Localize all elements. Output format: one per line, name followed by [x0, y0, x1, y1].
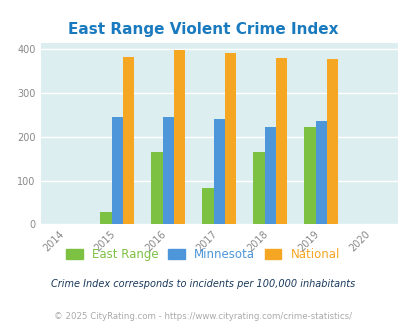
Text: East Range Violent Crime Index: East Range Violent Crime Index: [68, 22, 337, 37]
Bar: [275, 58, 286, 224]
Bar: [173, 50, 185, 224]
Text: Crime Index corresponds to incidents per 100,000 inhabitants: Crime Index corresponds to incidents per…: [51, 279, 354, 289]
Bar: [253, 152, 264, 224]
Bar: [304, 127, 315, 224]
Bar: [151, 152, 162, 224]
Bar: [111, 117, 122, 224]
Bar: [264, 127, 275, 224]
Bar: [202, 188, 213, 224]
Bar: [122, 57, 134, 224]
Legend: East Range, Minnesota, National: East Range, Minnesota, National: [61, 244, 344, 266]
Bar: [213, 118, 224, 224]
Bar: [162, 117, 173, 224]
Bar: [315, 121, 326, 224]
Bar: [224, 52, 235, 224]
Bar: [100, 212, 111, 224]
Bar: [326, 59, 337, 224]
Text: © 2025 CityRating.com - https://www.cityrating.com/crime-statistics/: © 2025 CityRating.com - https://www.city…: [54, 312, 351, 321]
